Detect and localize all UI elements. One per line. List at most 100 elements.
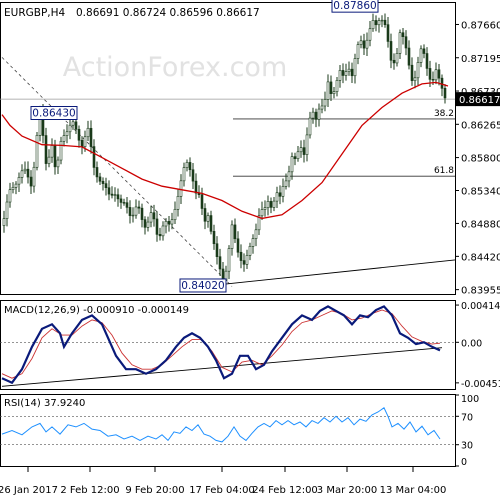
candle-body (212, 231, 216, 245)
price-annotation-label: 0.84020 (181, 280, 224, 292)
candle-body (92, 146, 96, 168)
candle-body (341, 70, 345, 76)
candle-body (14, 183, 18, 188)
candle-body (194, 180, 198, 194)
macd-panel (0, 305, 455, 387)
candle-body (257, 215, 261, 231)
macd-tick-label: -0.004516 (461, 379, 500, 390)
rsi-tick-label: 100 (461, 394, 479, 405)
candle-body (296, 151, 300, 160)
candle-body (140, 207, 144, 220)
candle-body (83, 136, 87, 147)
candle-body (347, 68, 351, 72)
candle-body (428, 68, 432, 80)
candle-body (89, 127, 93, 147)
candle-body (128, 207, 132, 216)
candle-body (233, 224, 237, 240)
candle-body (176, 195, 180, 210)
price-axis: 0.876600.871950.867300.866170.862650.858… (455, 20, 500, 297)
price-annotation-label: 0.86430 (32, 108, 75, 120)
downtrend-line (1, 57, 233, 287)
candle-body (44, 135, 48, 164)
candle-body (350, 68, 354, 77)
candle-body (68, 124, 72, 133)
candle-body (158, 234, 162, 237)
candle-body (260, 209, 264, 217)
candle-body (26, 168, 30, 178)
time-axis: 26 Jan 2017 2 Feb 12:00 9 Feb 20:00 17 Feb … (0, 467, 446, 496)
candle-body (278, 192, 282, 197)
candle-body (47, 156, 51, 164)
time-tick-label: 24 Feb 12:00 (252, 485, 318, 496)
fib-level-label: 61.8 (434, 166, 454, 176)
candle-body (365, 39, 369, 49)
candle-body (236, 238, 240, 253)
candle-body (230, 224, 234, 249)
candle-body (329, 81, 333, 94)
candle-body (434, 69, 438, 81)
candle-body (95, 167, 99, 178)
macd-axis: 0.004148 0.00 -0.004516 (455, 301, 500, 390)
candle-body (173, 209, 177, 221)
candle-body (155, 218, 159, 235)
candle-body (353, 58, 357, 77)
candle-body (209, 215, 213, 232)
time-tick-label: 9 Feb 20:00 (125, 485, 184, 496)
candle-body (269, 201, 273, 208)
candle-body (284, 180, 288, 187)
candle-body (263, 207, 267, 210)
candle-body (239, 251, 243, 261)
candle-body (101, 180, 105, 184)
candle-body (395, 53, 399, 64)
candle-body (311, 111, 315, 119)
candle-body (110, 193, 114, 196)
macd-signal-line (1, 309, 441, 379)
candle-body (254, 229, 258, 239)
candle-body (2, 218, 6, 226)
support-trendline (216, 259, 456, 286)
price-tick-label: 0.85800 (461, 154, 500, 165)
candle-body (377, 20, 381, 26)
rsi-tick-label: 70 (461, 412, 473, 423)
rsi-panel (0, 407, 455, 446)
candle-body (56, 159, 60, 168)
price-panel-frame (0, 2, 456, 295)
price-tick-label: 0.85340 (461, 187, 500, 198)
candle-body (317, 108, 321, 120)
candle-body (344, 71, 348, 76)
candle-body (203, 208, 207, 222)
candle-body (137, 206, 141, 209)
fib-level-label: 38.2 (434, 109, 454, 119)
rsi-title: RSI(14) 37.9240 (4, 398, 85, 409)
candle-body (59, 140, 63, 161)
candle-body (170, 219, 174, 225)
candle-body (191, 169, 195, 182)
candle-body (371, 20, 375, 30)
candle-body (161, 225, 165, 237)
candle-body (299, 147, 303, 153)
candle-body (431, 79, 435, 81)
candle-body (323, 99, 327, 107)
candle-body (368, 28, 372, 41)
candle-body (227, 248, 231, 272)
candle-body (440, 77, 444, 89)
candle-body (23, 168, 27, 172)
time-tick-label: 26 Jan 2017 (0, 485, 58, 496)
candle-body (185, 162, 189, 168)
rsi-panel-frame (0, 394, 456, 467)
candle-body (302, 147, 306, 155)
candle-body (206, 215, 210, 222)
candle-body (272, 200, 276, 208)
candle-body (389, 41, 393, 61)
candle-body (293, 156, 297, 160)
candle-body (290, 156, 294, 173)
price-annotation-box (179, 278, 227, 293)
time-tick-label: 3 Mar 20:00 (317, 485, 377, 496)
candle-body (182, 167, 186, 182)
candle-body (149, 212, 153, 223)
candle-body (305, 134, 309, 155)
price-tick-label: 0.84420 (461, 252, 500, 263)
price-annotation-box (331, 0, 379, 13)
candle-body (374, 20, 378, 26)
